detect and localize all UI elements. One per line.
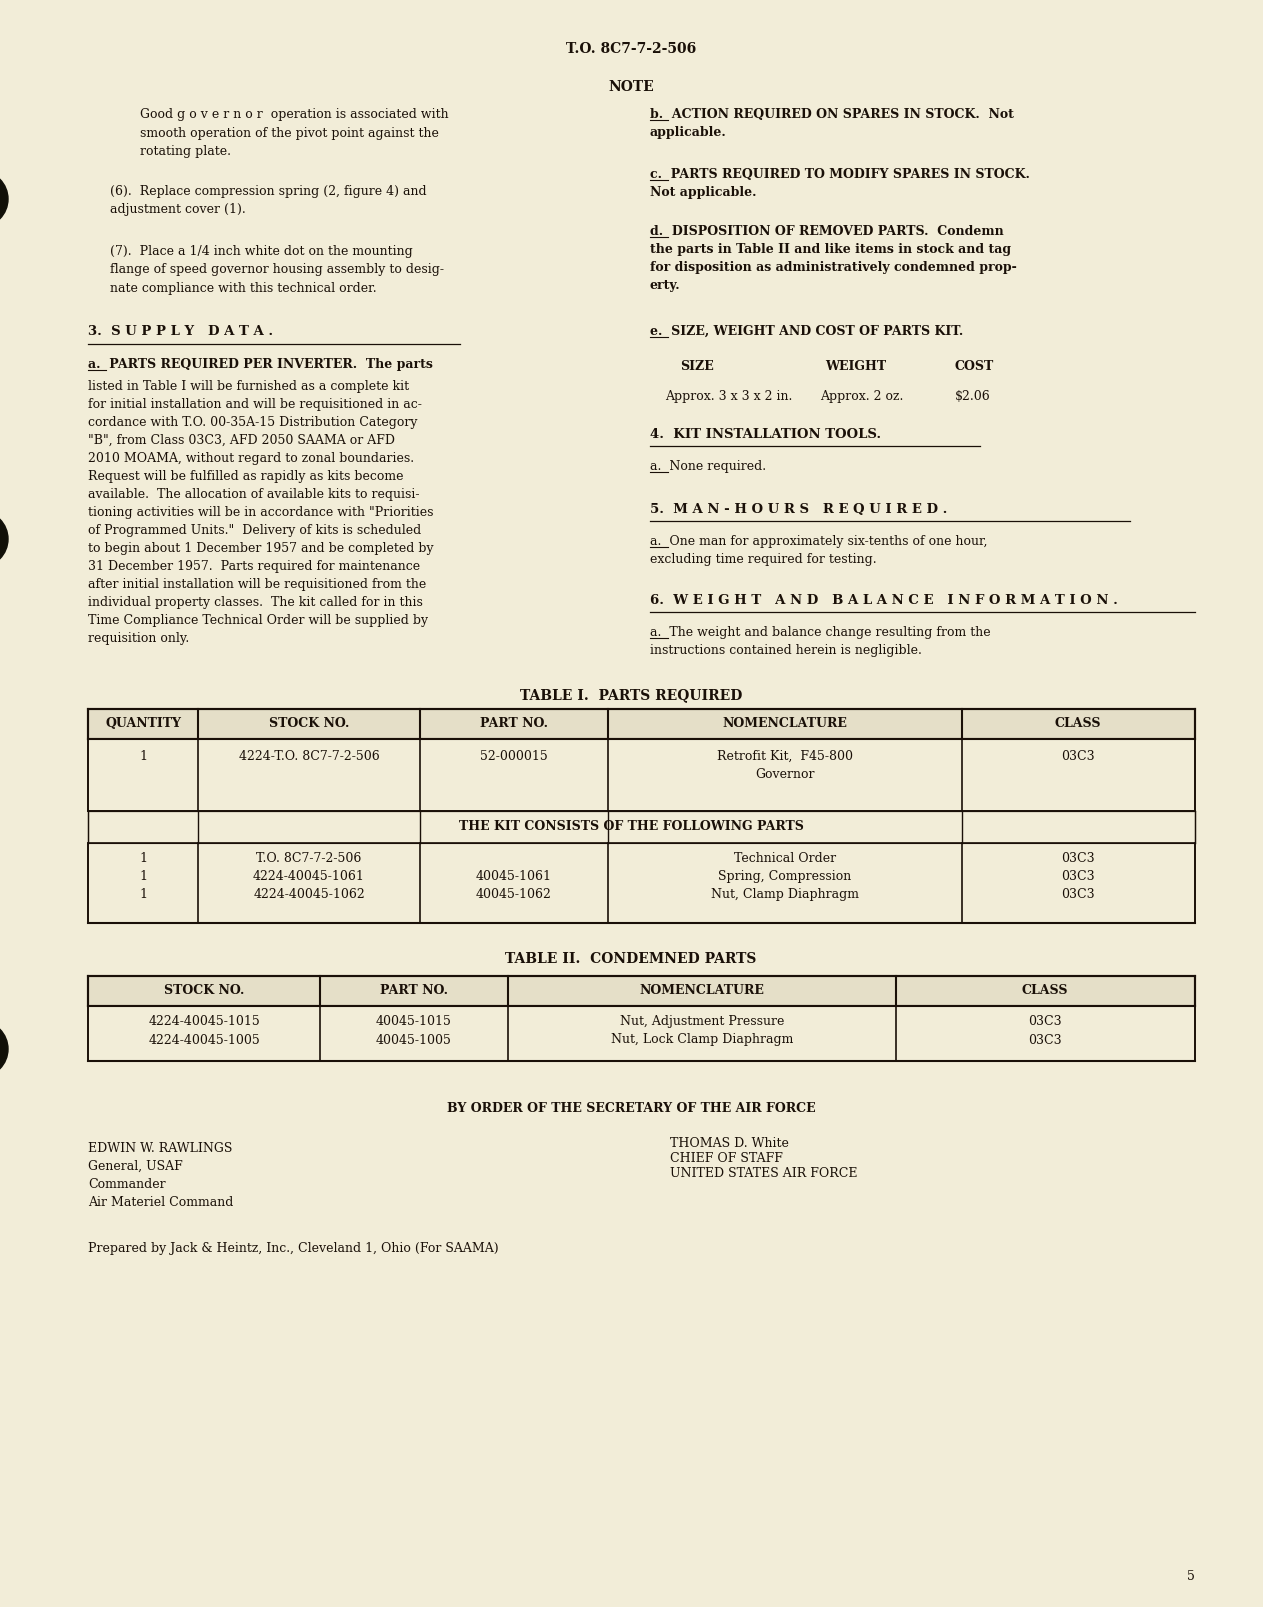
Text: b.  ACTION REQUIRED ON SPARES IN STOCK.  Not
applicable.: b. ACTION REQUIRED ON SPARES IN STOCK. N…	[650, 108, 1014, 138]
Bar	[88, 739, 1195, 812]
Text: UNITED STATES AIR FORCE: UNITED STATES AIR FORCE	[669, 1167, 858, 1180]
Bar	[88, 710, 1195, 739]
Text: 03C3
03C3
03C3: 03C3 03C3 03C3	[1061, 852, 1095, 902]
Text: EDWIN W. RAWLINGS
General, USAF
Commander
Air Materiel Command: EDWIN W. RAWLINGS General, USAF Commande…	[88, 1141, 234, 1208]
Text: T.O. 8C7-7-2-506: T.O. 8C7-7-2-506	[566, 42, 696, 56]
Text: a.  One man for approximately six-tenths of one hour,
excluding time required fo: a. One man for approximately six-tenths …	[650, 535, 988, 566]
Text: listed in Table I will be furnished as a complete kit
for initial installation a: listed in Table I will be furnished as a…	[88, 379, 433, 644]
Text: PART NO.: PART NO.	[380, 983, 448, 996]
Bar	[88, 1006, 1195, 1061]
Text: (6).  Replace compression spring (2, figure 4) and
adjustment cover (1).: (6). Replace compression spring (2, figu…	[110, 185, 427, 217]
Text: Good g o v e r n o r  operation is associated with
smooth operation of the pivot: Good g o v e r n o r operation is associ…	[140, 108, 448, 157]
Text: NOMENCLATURE: NOMENCLATURE	[639, 983, 764, 996]
Bar	[88, 844, 1195, 924]
Text: 1
1
1: 1 1 1	[139, 852, 147, 902]
Circle shape	[0, 511, 8, 567]
Text: WEIGHT: WEIGHT	[825, 360, 887, 373]
Text: (7).  Place a 1/4 inch white dot on the mounting
flange of speed governor housin: (7). Place a 1/4 inch white dot on the m…	[110, 244, 445, 294]
Text: NOTE: NOTE	[608, 80, 654, 93]
Text: a.  The weight and balance change resulting from the
instructions contained here: a. The weight and balance change resulti…	[650, 625, 990, 657]
Bar	[88, 977, 1195, 1006]
Text: STOCK NO.: STOCK NO.	[164, 983, 244, 996]
Text: $2.06: $2.06	[955, 391, 990, 403]
Text: 03C3
03C3: 03C3 03C3	[1028, 1014, 1062, 1046]
Text: THOMAS D. White: THOMAS D. White	[669, 1136, 789, 1149]
Text: 4.  KIT INSTALLATION TOOLS.: 4. KIT INSTALLATION TOOLS.	[650, 427, 882, 440]
Text: d.  DISPOSITION OF REMOVED PARTS.  Condemn
the parts in Table II and like items : d. DISPOSITION OF REMOVED PARTS. Condemn…	[650, 225, 1017, 292]
Text: QUANTITY: QUANTITY	[105, 717, 181, 730]
Text: NOMENCLATURE: NOMENCLATURE	[722, 717, 847, 730]
Text: 4224-40045-1015
4224-40045-1005: 4224-40045-1015 4224-40045-1005	[148, 1014, 260, 1046]
Bar	[88, 812, 1195, 844]
Text: TABLE II.  CONDEMNED PARTS: TABLE II. CONDEMNED PARTS	[505, 951, 757, 966]
Text: a.  PARTS REQUIRED PER INVERTER.  The parts: a. PARTS REQUIRED PER INVERTER. The part…	[88, 358, 433, 371]
Text: Nut, Adjustment Pressure
Nut, Lock Clamp Diaphragm: Nut, Adjustment Pressure Nut, Lock Clamp…	[611, 1014, 793, 1046]
Text: Approx. 2 oz.: Approx. 2 oz.	[820, 391, 903, 403]
Text: 5.  M A N - H O U R S   R E Q U I R E D .: 5. M A N - H O U R S R E Q U I R E D .	[650, 503, 947, 516]
Text: 52-000015: 52-000015	[480, 749, 548, 763]
Text: SIZE: SIZE	[679, 360, 714, 373]
Text: Retrofit Kit,  F45-800
Governor: Retrofit Kit, F45-800 Governor	[717, 749, 853, 781]
Text: 03C3: 03C3	[1061, 749, 1095, 763]
Text: 4224-T.O. 8C7-7-2-506: 4224-T.O. 8C7-7-2-506	[239, 749, 379, 763]
Text: 1: 1	[139, 749, 147, 763]
Text: T.O. 8C7-7-2-506
4224-40045-1061
4224-40045-1062: T.O. 8C7-7-2-506 4224-40045-1061 4224-40…	[253, 852, 365, 902]
Circle shape	[0, 1022, 8, 1077]
Text: Approx. 3 x 3 x 2 in.: Approx. 3 x 3 x 2 in.	[666, 391, 792, 403]
Text: Prepared by Jack & Heintz, Inc., Cleveland 1, Ohio (For SAAMA): Prepared by Jack & Heintz, Inc., Clevela…	[88, 1241, 499, 1253]
Text: BY ORDER OF THE SECRETARY OF THE AIR FORCE: BY ORDER OF THE SECRETARY OF THE AIR FOR…	[447, 1101, 816, 1114]
Text: STOCK NO.: STOCK NO.	[269, 717, 349, 730]
Text: THE KIT CONSISTS OF THE FOLLOWING PARTS: THE KIT CONSISTS OF THE FOLLOWING PARTS	[458, 820, 803, 832]
Text: PART NO.: PART NO.	[480, 717, 548, 730]
Text: CLASS: CLASS	[1022, 983, 1068, 996]
Text: CLASS: CLASS	[1055, 717, 1101, 730]
Text: COST: COST	[955, 360, 994, 373]
Text: 6.  W E I G H T   A N D   B A L A N C E   I N F O R M A T I O N .: 6. W E I G H T A N D B A L A N C E I N F…	[650, 593, 1118, 606]
Text: c.  PARTS REQUIRED TO MODIFY SPARES IN STOCK.
Not applicable.: c. PARTS REQUIRED TO MODIFY SPARES IN ST…	[650, 167, 1029, 199]
Text: a.  None required.: a. None required.	[650, 460, 767, 472]
Text: 40045-1015
40045-1005: 40045-1015 40045-1005	[376, 1014, 452, 1046]
Text: 5: 5	[1187, 1568, 1195, 1581]
Text: CHIEF OF STAFF: CHIEF OF STAFF	[669, 1151, 783, 1165]
Circle shape	[0, 172, 8, 228]
Text: 3.  S U P P L Y   D A T A .: 3. S U P P L Y D A T A .	[88, 325, 273, 337]
Text: 40045-1061
40045-1062: 40045-1061 40045-1062	[476, 852, 552, 902]
Text: TABLE I.  PARTS REQUIRED: TABLE I. PARTS REQUIRED	[520, 688, 743, 702]
Text: e.  SIZE, WEIGHT AND COST OF PARTS KIT.: e. SIZE, WEIGHT AND COST OF PARTS KIT.	[650, 325, 964, 337]
Text: Technical Order
Spring, Compression
Nut, Clamp Diaphragm: Technical Order Spring, Compression Nut,…	[711, 852, 859, 902]
